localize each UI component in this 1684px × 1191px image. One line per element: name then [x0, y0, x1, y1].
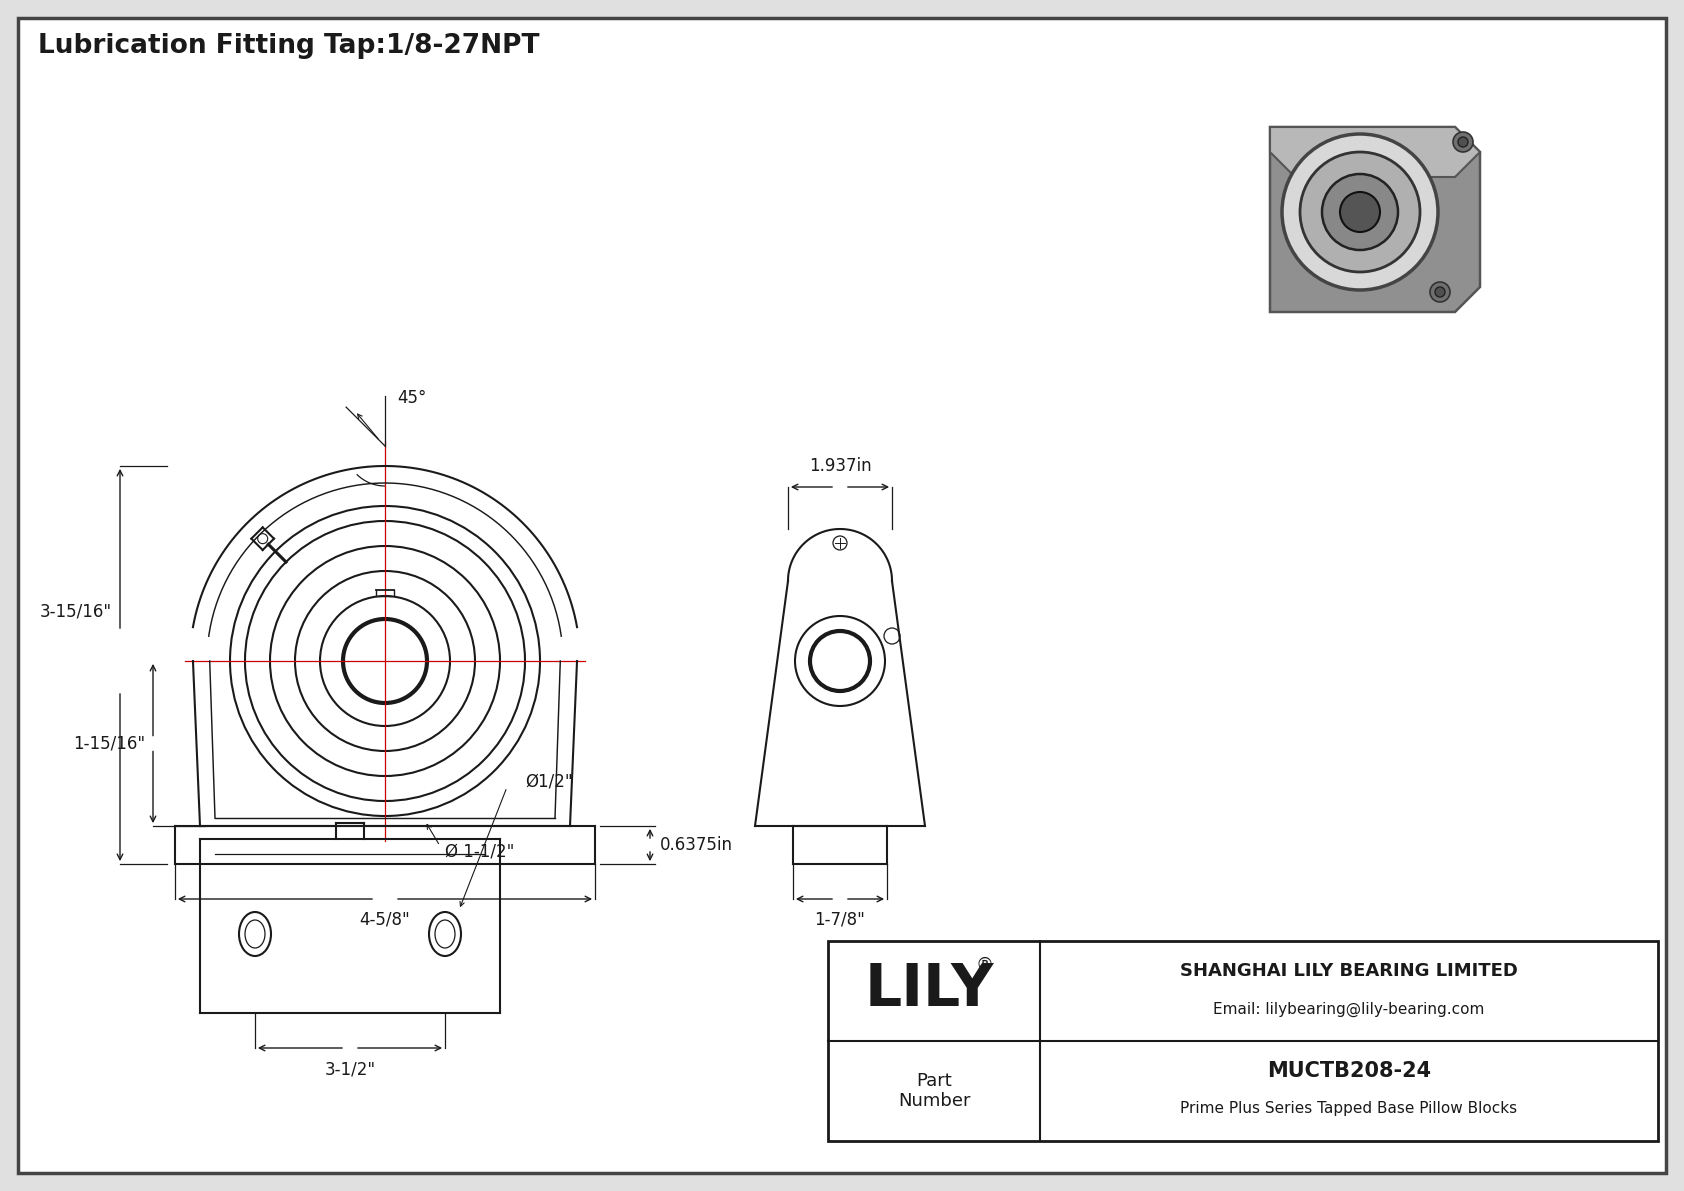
Text: MUCTB208-24: MUCTB208-24 — [1266, 1061, 1431, 1081]
Text: Email: lilybearing@lily-bearing.com: Email: lilybearing@lily-bearing.com — [1212, 1002, 1485, 1017]
Text: 0.6375in: 0.6375in — [660, 836, 733, 854]
Circle shape — [1435, 287, 1445, 297]
Circle shape — [258, 534, 268, 543]
Text: 3-1/2": 3-1/2" — [325, 1060, 376, 1078]
Text: 3-15/16": 3-15/16" — [40, 601, 113, 621]
Text: SHANGHAI LILY BEARING LIMITED: SHANGHAI LILY BEARING LIMITED — [1180, 962, 1517, 980]
Circle shape — [1340, 192, 1379, 232]
Text: Prime Plus Series Tapped Base Pillow Blocks: Prime Plus Series Tapped Base Pillow Blo… — [1180, 1102, 1517, 1116]
Circle shape — [1300, 152, 1420, 272]
Text: ®: ® — [975, 956, 994, 974]
Text: Ø1/2": Ø1/2" — [525, 772, 573, 790]
Text: 1-7/8": 1-7/8" — [815, 911, 866, 929]
Bar — [829, 941, 1659, 1141]
Text: 1.937in: 1.937in — [808, 457, 871, 475]
Polygon shape — [1270, 127, 1480, 312]
Circle shape — [1282, 135, 1438, 289]
Text: Part
Number: Part Number — [898, 1072, 970, 1110]
Circle shape — [1322, 174, 1398, 250]
Text: LILY: LILY — [864, 960, 994, 1017]
Text: Ø 1-1/2": Ø 1-1/2" — [445, 842, 514, 860]
Circle shape — [1430, 282, 1450, 303]
Polygon shape — [1270, 127, 1480, 177]
Text: 1-15/16": 1-15/16" — [72, 735, 145, 753]
Text: Lubrication Fitting Tap:1/8-27NPT: Lubrication Fitting Tap:1/8-27NPT — [39, 33, 539, 60]
Text: 45°: 45° — [397, 389, 426, 407]
Circle shape — [1458, 137, 1468, 146]
Text: 4-5/8": 4-5/8" — [360, 911, 411, 929]
Circle shape — [1453, 132, 1474, 152]
